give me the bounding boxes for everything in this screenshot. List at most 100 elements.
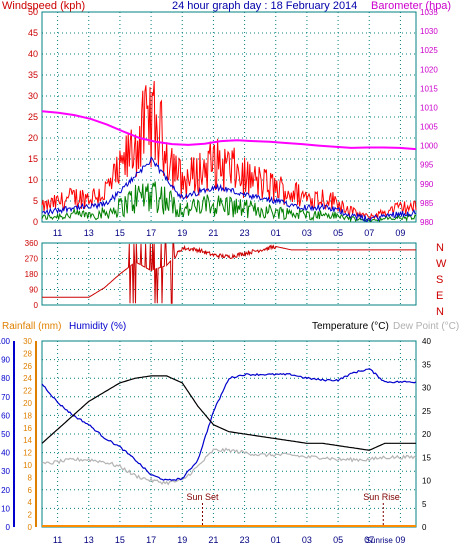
barometer-tick-label: 1025 [420, 46, 438, 55]
wind-left-tick-label: 50 [28, 7, 38, 17]
rainfall-tick-label: 16 [23, 424, 32, 433]
wind-left-tick-label: 25 [28, 112, 38, 122]
rainfall-tick-label: 10 [23, 461, 32, 470]
compass-label: E [436, 290, 443, 302]
lower-time-tick-label: 09 [395, 535, 405, 545]
wind-time-tick-label: 21 [208, 228, 218, 238]
windspeed-title: Windspeed (kph) [2, 0, 86, 12]
rainfall-tick-label: 0 [28, 523, 33, 532]
wind-time-tick-label: 17 [146, 228, 156, 238]
wind-average-series-line [41, 181, 417, 223]
compass-label: N [436, 306, 444, 318]
barometer-tick-label: 1000 [420, 142, 438, 151]
wind-time-tick-label: 19 [177, 228, 187, 238]
lower-time-tick-label: 19 [177, 535, 187, 545]
humidity-tick-label: 40 [1, 449, 10, 458]
lower-time-tick-label: 17 [146, 535, 156, 545]
sunset-label: Sun Set [187, 492, 220, 502]
sunrise-label: Sun Rise [363, 492, 400, 502]
direction-tick-label: 270 [25, 255, 39, 264]
direction-tick-label: 90 [29, 286, 38, 295]
direction-tick-label: 0 [34, 301, 39, 310]
wind-left-tick-label: 40 [28, 49, 38, 59]
wind-left-tick-label: 5 [33, 196, 38, 206]
humidity-tick-label: 30 [1, 467, 10, 476]
humidity-label: Humidity (%) [69, 321, 127, 332]
rainfall-tick-label: 6 [28, 486, 33, 495]
wind-left-tick-label: 0 [33, 217, 38, 227]
direction-series-line [42, 243, 416, 304]
dewpoint-label: Dew Point (°C) [393, 321, 460, 332]
rainfall-tick-label: 30 [23, 337, 32, 346]
barometer-tick-label: 995 [420, 161, 434, 170]
temperature-tick-label: 30 [422, 384, 431, 393]
humidity-series-line [41, 368, 417, 481]
wind-time-tick-label: 13 [84, 228, 94, 238]
wind-left-tick-label: 30 [28, 91, 38, 101]
barometer-tick-label: 1010 [420, 103, 438, 112]
humidity-tick-label: 60 [1, 411, 10, 420]
rainfall-tick-label: 20 [23, 399, 32, 408]
barometer-tick-label: 1015 [420, 84, 438, 93]
lower-time-tick-label: 03 [302, 535, 312, 545]
wind-time-tick-label: 07 [364, 228, 374, 238]
temperature-tick-label: 40 [422, 337, 431, 346]
sunrise-axis-label: Sunrise [366, 536, 394, 545]
compass-label: N [436, 242, 444, 254]
wind-left-tick-label: 10 [28, 175, 38, 185]
temperature-label: Temperature (°C) [312, 321, 389, 332]
wind-mean-series-line [41, 156, 417, 222]
humidity-tick-label: 90 [1, 356, 10, 365]
barometer-tick-label: 985 [420, 199, 434, 208]
humidity-tick-label: 80 [1, 374, 10, 383]
temperature-tick-label: 10 [422, 477, 431, 486]
temperature-tick-label: 0 [422, 523, 427, 532]
direction-tick-label: 180 [25, 270, 39, 279]
lower-time-tick-label: 05 [333, 535, 343, 545]
lower-time-tick-label: 01 [271, 535, 281, 545]
barometer-tick-label: 1005 [420, 123, 438, 132]
rainfall-tick-label: 4 [28, 498, 33, 507]
rainfall-tick-label: 22 [23, 387, 32, 396]
barometer-tick-label: 990 [420, 180, 434, 189]
barometer-tick-label: 1030 [420, 27, 438, 36]
wind-time-tick-label: 05 [333, 228, 343, 238]
lower-time-tick-label: 15 [115, 535, 125, 545]
temperature-tick-label: 20 [422, 430, 431, 439]
wind-left-tick-label: 20 [28, 133, 38, 143]
wind-time-tick-label: 09 [395, 228, 405, 238]
wind-left-tick-label: 15 [28, 154, 38, 164]
wind-left-tick-label: 35 [28, 70, 38, 80]
rainfall-tick-label: 8 [28, 473, 33, 482]
wind-time-tick-label: 03 [302, 228, 312, 238]
compass-label: W [436, 258, 447, 270]
wind-time-tick-label: 15 [115, 228, 125, 238]
rainfall-tick-label: 28 [23, 349, 32, 358]
direction-tick-label: 360 [25, 239, 39, 248]
temperature-tick-label: 25 [422, 407, 431, 416]
lower-time-tick-label: 23 [240, 535, 250, 545]
barometer-tick-label: 1020 [420, 65, 438, 74]
humidity-tick-label: 10 [1, 504, 10, 513]
windspeed-series-line [41, 80, 417, 220]
temperature-series-line [41, 375, 416, 451]
barometer-title: Barometer (hpa) [371, 0, 452, 12]
lower-time-tick-label: 07 [364, 535, 374, 545]
humidity-tick-label: 70 [1, 393, 10, 402]
rainfall-tick-label: 26 [23, 362, 32, 371]
barometer-tick-label: 980 [420, 218, 434, 227]
lower-time-tick-label: 13 [84, 535, 94, 545]
wind-plot-frame [41, 11, 417, 223]
humidity-tick-label: 20 [1, 486, 10, 495]
wind-time-tick-label: 23 [240, 228, 250, 238]
lower-time-tick-label: 11 [53, 535, 62, 545]
rainfall-tick-label: 14 [23, 436, 32, 445]
wind-left-tick-label: 45 [28, 28, 38, 38]
humidity-tick-label: 100 [0, 337, 11, 346]
lower-time-tick-label: 21 [208, 535, 218, 545]
humidity-tick-label: 0 [6, 523, 11, 532]
rainfall-tick-label: 2 [28, 511, 33, 520]
barometer-series-line [41, 110, 417, 151]
